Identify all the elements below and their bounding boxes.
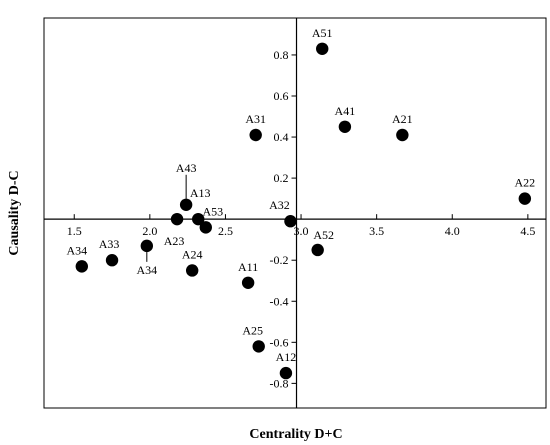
y-tick-label: -0.2	[270, 253, 289, 267]
y-axis-title: Causality D-C	[7, 170, 22, 255]
x-tick-label: 1.5	[67, 224, 82, 238]
data-point	[279, 366, 293, 380]
data-point	[518, 192, 532, 205]
x-tick-label: 3.5	[369, 224, 384, 238]
data-point	[192, 212, 205, 226]
x-tick-label: 4.5	[520, 224, 535, 238]
data-point	[284, 215, 297, 228]
data-point	[311, 243, 324, 257]
data-point	[252, 340, 265, 353]
y-tick-label: -0.6	[270, 335, 289, 349]
data-point	[75, 260, 89, 273]
data-point	[241, 276, 255, 289]
point-label: A32	[269, 198, 290, 212]
point-label: A23	[164, 234, 185, 248]
y-tick-label: -0.4	[270, 294, 289, 308]
y-tick-label: 0.2	[274, 171, 289, 185]
data-point	[170, 212, 184, 226]
point-label: A43	[176, 161, 197, 175]
x-ticks: 1.5 2.0 2.5 3.0 3.5 4.0 4.5	[67, 214, 535, 238]
data-point	[396, 128, 409, 142]
point-label: A33	[99, 237, 120, 251]
x-tick-label: 2.5	[218, 224, 233, 238]
data-point	[338, 120, 352, 133]
point-label: A51	[312, 26, 333, 40]
y-tick-label: 0.4	[274, 130, 289, 144]
y-tick-label: 0.6	[274, 89, 289, 103]
point-label: A12	[276, 350, 297, 364]
point-label: A53	[202, 204, 223, 218]
y-ticks: -0.8 -0.6 -0.4 -0.2 0.2 0.4 0.6 0.8	[270, 48, 297, 390]
x-axis-title: Centrality D+C	[249, 427, 342, 442]
point-label: A21	[392, 112, 413, 126]
point-label: A34	[136, 263, 157, 277]
plot-frame	[43, 17, 547, 409]
data-points: A51 A41 A21 A31 A22 A43 A13 A53 A23 A32 A52 A34 A33 A…	[66, 26, 535, 380]
data-point	[316, 42, 329, 55]
x-tick-label: 4.0	[445, 224, 460, 238]
point-label: A13	[190, 186, 211, 200]
point-label: A52	[313, 228, 334, 242]
data-point	[199, 221, 212, 234]
point-label: A34	[66, 243, 87, 257]
y-tick-label: -0.8	[270, 376, 289, 390]
data-point	[249, 128, 262, 142]
point-label: A25	[242, 323, 263, 337]
data-point	[140, 239, 154, 253]
point-label: A11	[238, 260, 258, 274]
point-label: A24	[182, 247, 203, 261]
point-label: A41	[335, 104, 356, 118]
y-tick-label: 0.8	[274, 48, 289, 62]
point-label: A22	[514, 176, 535, 190]
data-point	[179, 198, 193, 211]
data-point	[105, 254, 119, 267]
point-label: A31	[245, 112, 266, 126]
x-tick-label: 3.0	[294, 224, 309, 238]
x-tick-label: 2.0	[142, 224, 157, 238]
data-point	[185, 264, 199, 277]
